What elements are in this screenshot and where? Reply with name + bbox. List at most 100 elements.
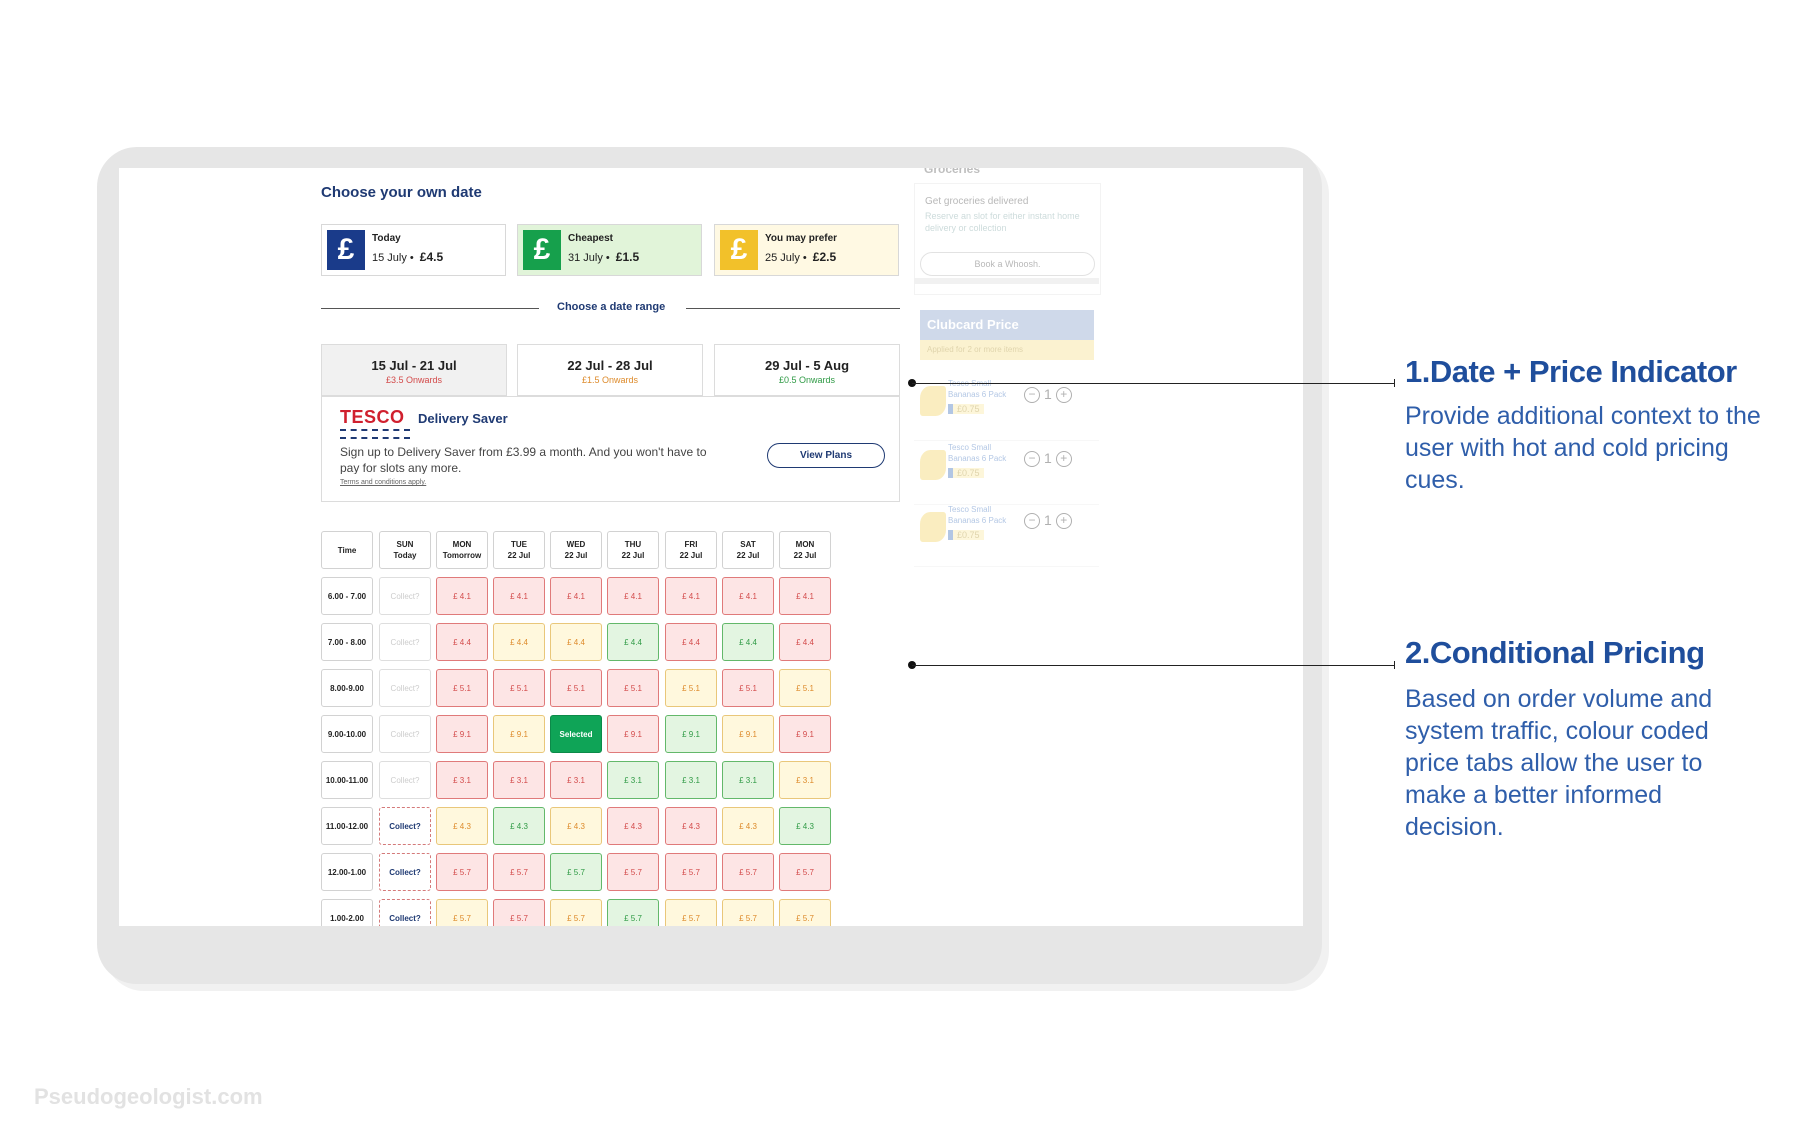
product-price: £0.75 [948,404,984,414]
price-slot[interactable]: £ 4.1 [722,577,774,615]
price-slot[interactable]: £ 9.1 [607,715,659,753]
quantity-stepper[interactable]: −1 + [1020,450,1076,468]
price-slot[interactable]: £ 4.4 [607,623,659,661]
product-row: Tesco Small Bananas 6 Pack £0.75 −1+ [914,440,1099,505]
price-slot[interactable]: £ 4.1 [665,577,717,615]
collect-slot[interactable]: Collect? [379,899,431,926]
day-header: MON Tomorrow [436,531,488,569]
price-slot[interactable]: £ 5.7 [722,853,774,891]
collect-slot[interactable]: Collect? [379,761,431,799]
tile-value: 15 July • £4.5 [372,250,444,264]
price-slot[interactable]: £ 4.1 [436,577,488,615]
price-slot[interactable]: £ 5.1 [607,669,659,707]
selected-slot[interactable]: Selected [550,715,602,753]
price-slot[interactable]: £ 5.7 [665,853,717,891]
price-slot[interactable]: £ 4.3 [722,807,774,845]
side-panel: Groceries Get groceries delivered Reserv… [914,168,1101,568]
price-slot[interactable]: £ 9.1 [779,715,831,753]
price-slot[interactable]: £ 5.7 [722,899,774,926]
price-slot[interactable]: £ 3.1 [436,761,488,799]
tile-label: Today [372,233,401,244]
week-tab[interactable]: 29 Jul - 5 Aug £0.5 Onwards [714,344,900,396]
price-slot[interactable]: £ 5.7 [493,853,545,891]
price-slot[interactable]: £ 4.1 [607,577,659,615]
price-slot[interactable]: £ 4.3 [607,807,659,845]
price-slot[interactable]: £ 5.7 [436,899,488,926]
price-slot[interactable]: £ 4.3 [665,807,717,845]
price-slot[interactable]: £ 4.3 [779,807,831,845]
collect-slot[interactable]: Collect? [379,623,431,661]
price-slot[interactable]: £ 3.1 [550,761,602,799]
price-slot[interactable]: £ 4.1 [779,577,831,615]
price-slot[interactable]: £ 4.4 [779,623,831,661]
day-date: 22 Jul [564,551,588,560]
pound-icon: £ [327,230,365,270]
price-slot[interactable]: £ 9.1 [493,715,545,753]
price-slot[interactable]: £ 5.1 [436,669,488,707]
price-slot[interactable]: £ 3.1 [665,761,717,799]
price-slot[interactable]: £ 5.1 [493,669,545,707]
cheapest-price-tile[interactable]: £ Cheapest 31 July • £1.5 [517,224,702,276]
price-slot[interactable]: £ 9.1 [665,715,717,753]
price-slot[interactable]: £ 4.1 [493,577,545,615]
price-slot[interactable]: £ 3.1 [722,761,774,799]
day-date: Tomorrow [442,551,482,560]
price-slot[interactable]: £ 5.7 [665,899,717,926]
collect-slot[interactable]: Collect? [379,669,431,707]
quantity-stepper[interactable]: −1 + [1020,386,1076,404]
app-screen: Groceries Get groceries delivered Reserv… [119,168,1303,926]
price-slot[interactable]: £ 4.4 [493,623,545,661]
terms-link[interactable]: Terms and conditions apply. [340,479,427,486]
price-slot[interactable]: £ 5.1 [722,669,774,707]
price-slot[interactable]: £ 5.7 [779,853,831,891]
price-slot[interactable]: £ 5.7 [779,899,831,926]
price-slot[interactable]: £ 4.4 [722,623,774,661]
product-row: Tesco Small Bananas 6 Pack £0.75 −1+ [914,502,1099,567]
view-plans-button[interactable]: View Plans [767,443,885,468]
plus-icon[interactable]: + [1055,513,1072,530]
price-slot[interactable]: £ 5.1 [665,669,717,707]
day-name: SAT [740,540,756,549]
price-slot[interactable]: £ 4.3 [493,807,545,845]
collect-slot[interactable]: Collect? [379,853,431,891]
price-slot[interactable]: £ 4.3 [436,807,488,845]
price-slot[interactable]: £ 5.7 [607,853,659,891]
price-slot[interactable]: £ 4.4 [550,623,602,661]
price-slot[interactable]: £ 3.1 [779,761,831,799]
collect-slot[interactable]: Collect? [379,577,431,615]
price-slot[interactable]: £ 5.7 [550,899,602,926]
price-slot[interactable]: £ 9.1 [436,715,488,753]
plus-icon[interactable]: + [1055,451,1072,468]
preferred-price-tile[interactable]: £ You may prefer 25 July • £2.5 [714,224,899,276]
minus-icon[interactable]: − [1024,513,1040,530]
minus-icon[interactable]: − [1024,387,1040,404]
price-slot[interactable]: £ 5.7 [436,853,488,891]
day-name: FRI [684,540,698,549]
week-tab[interactable]: 22 Jul - 28 Jul £1.5 Onwards [517,344,703,396]
quantity-stepper[interactable]: −1 + [1020,512,1076,530]
price-slot[interactable]: £ 3.1 [493,761,545,799]
price-slot[interactable]: £ 3.1 [607,761,659,799]
price-slot[interactable]: £ 5.1 [779,669,831,707]
price-slot[interactable]: £ 5.7 [550,853,602,891]
book-whoosh-button[interactable]: Book a Whoosh. [920,252,1095,276]
price-slot[interactable]: £ 4.4 [436,623,488,661]
week-tab[interactable]: 15 Jul - 21 Jul £3.5 Onwards [321,344,507,396]
price-slot[interactable]: £ 4.1 [550,577,602,615]
plus-icon[interactable]: + [1055,387,1072,404]
time-slot-label: 10.00-11.00 [321,761,373,799]
product-row: Tesco Small Bananas 6 Pack £0.75 −1+ [914,376,1099,441]
collect-slot[interactable]: Collect? [379,715,431,753]
collect-slot[interactable]: Collect? [379,807,431,845]
price-slot[interactable]: £ 9.1 [722,715,774,753]
tesco-logo-stripes [340,429,410,439]
side-heading: Groceries [924,168,981,176]
minus-icon[interactable]: − [1024,451,1040,468]
week-price: £1.5 Onwards [581,375,639,385]
price-slot[interactable]: £ 5.7 [493,899,545,926]
price-slot[interactable]: £ 5.1 [550,669,602,707]
price-slot[interactable]: £ 4.3 [550,807,602,845]
today-price-tile[interactable]: £ Today 15 July • £4.5 [321,224,506,276]
price-slot[interactable]: £ 4.4 [665,623,717,661]
price-slot[interactable]: £ 5.7 [607,899,659,926]
